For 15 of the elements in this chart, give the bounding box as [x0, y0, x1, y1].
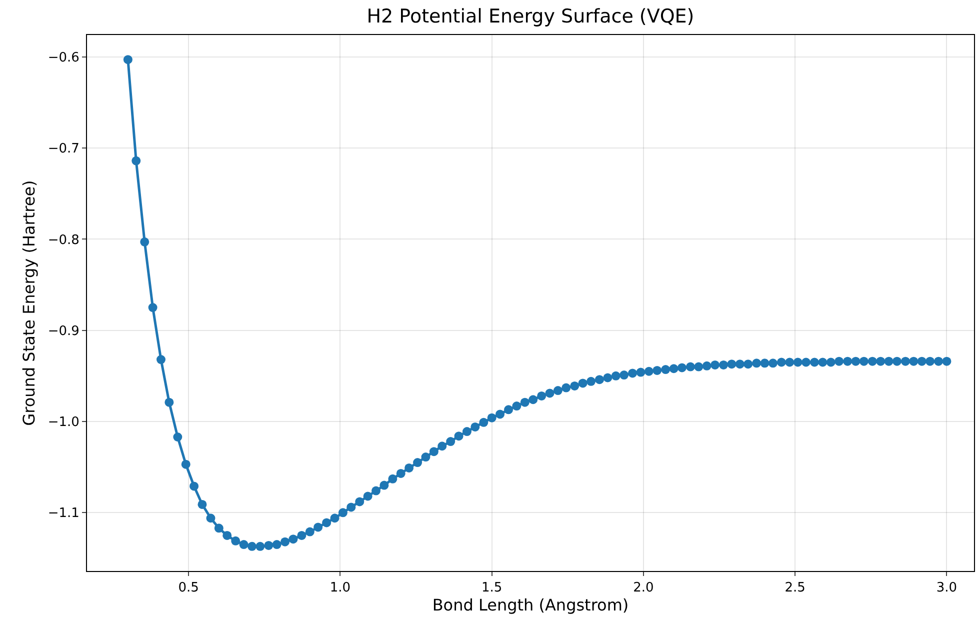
- y-tick-label: −0.8: [48, 232, 80, 248]
- y-tick-label: −0.6: [48, 50, 80, 66]
- y-tick-label: −1.1: [48, 506, 80, 522]
- x-tick-label: 3.0: [936, 580, 958, 596]
- x-tick-label: 0.5: [178, 580, 199, 596]
- y-axis-title: Ground State Energy (Hartree): [20, 180, 39, 426]
- x-tick-label: 2.0: [633, 580, 654, 596]
- x-tick-label: 1.5: [481, 580, 502, 596]
- x-tick-label: 1.0: [330, 580, 351, 596]
- x-tick-label: 2.5: [784, 580, 806, 596]
- y-tick-label: −0.9: [48, 324, 80, 339]
- y-tick-label: −0.7: [48, 142, 80, 157]
- y-tick-label: −1.0: [48, 415, 80, 430]
- chart-title: H2 Potential Energy Surface (VQE): [366, 6, 694, 28]
- x-axis-title: Bond Length (Angstrom): [432, 596, 629, 615]
